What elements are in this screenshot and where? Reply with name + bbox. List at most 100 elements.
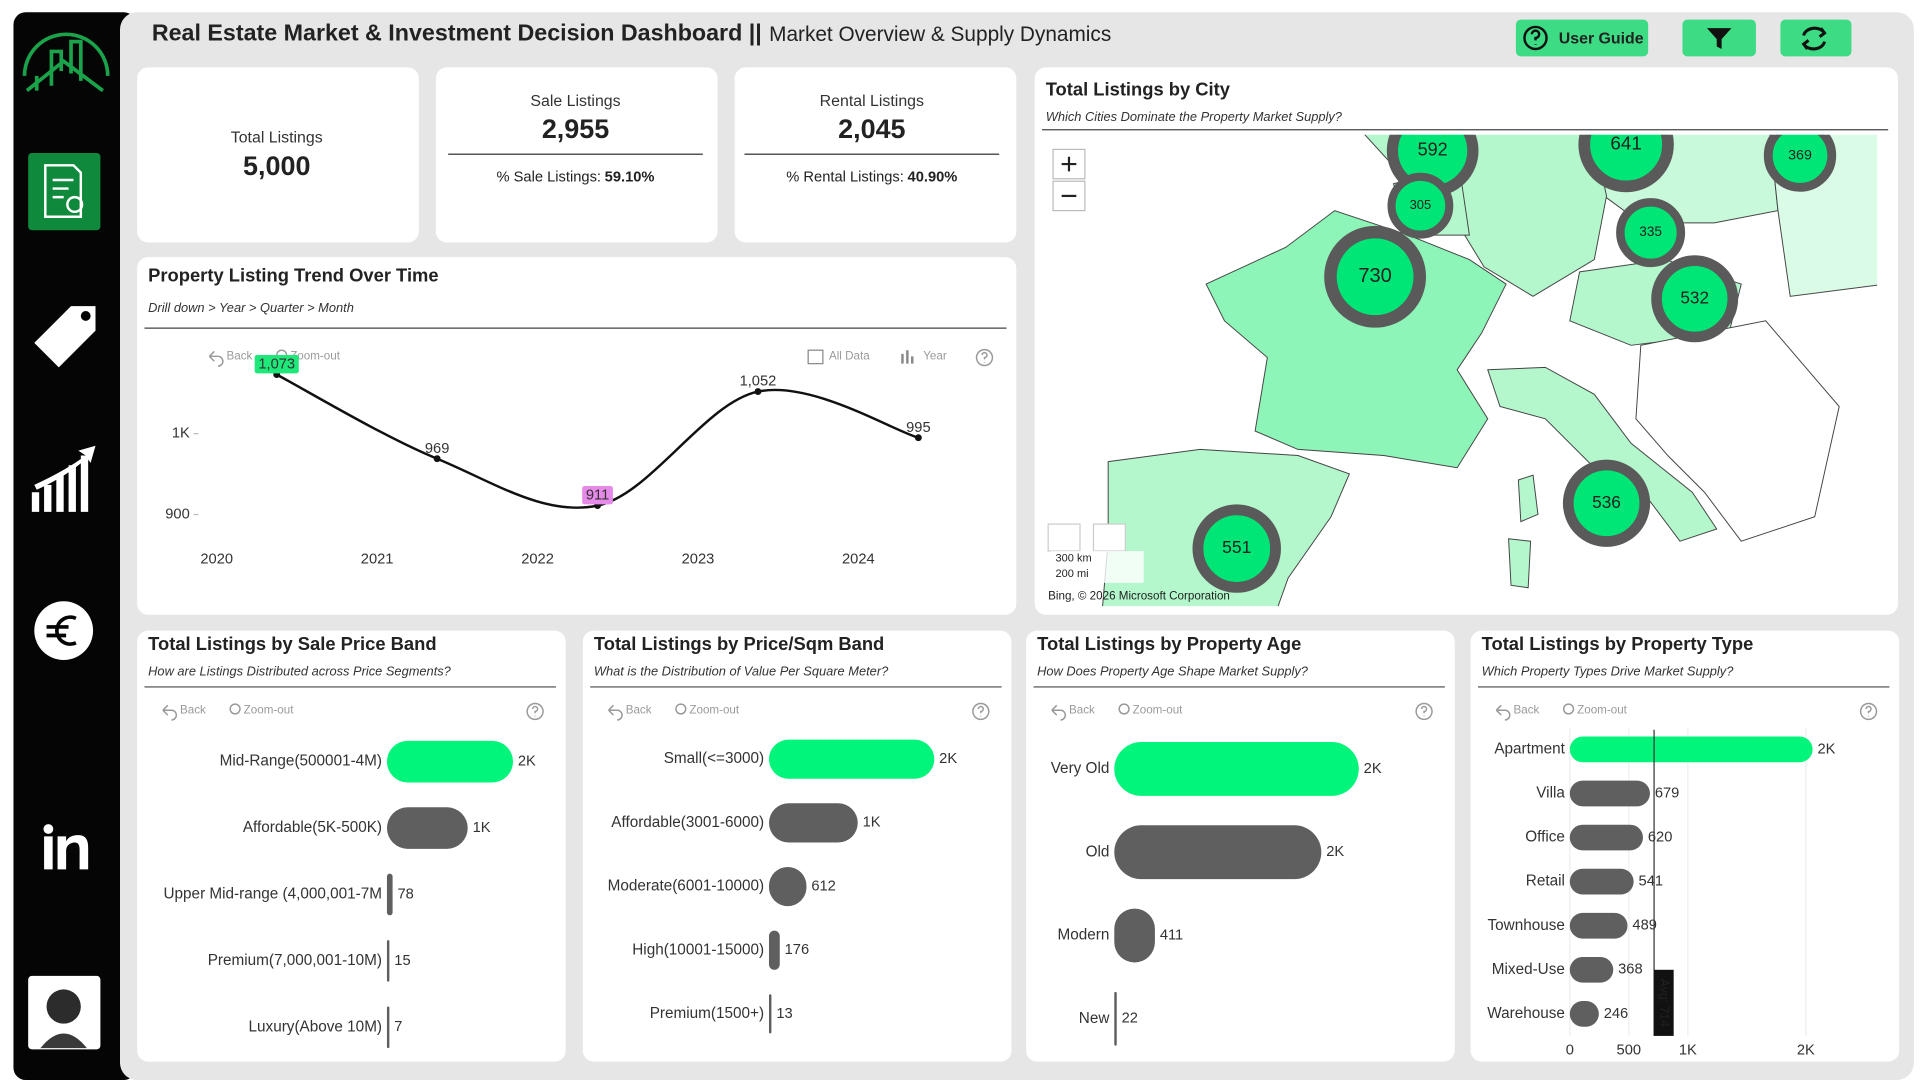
zoom-icon[interactable] <box>675 703 687 715</box>
bar[interactable] <box>386 873 393 916</box>
chart-type-icon[interactable] <box>901 350 914 364</box>
city-bubble[interactable] <box>1192 504 1281 593</box>
zoom-icon[interactable] <box>1562 703 1575 715</box>
nav-price-hole <box>80 311 91 321</box>
country-shape <box>1508 538 1532 589</box>
value-label: 2K <box>1364 761 1382 777</box>
map-control[interactable] <box>1047 523 1081 552</box>
bar[interactable] <box>768 866 807 907</box>
bar[interactable] <box>1114 825 1322 880</box>
user-guide-label: User Guide <box>1559 30 1644 47</box>
bar[interactable] <box>1114 908 1155 963</box>
logo-house <box>25 39 104 93</box>
trend-point <box>433 455 441 463</box>
chart-title: Total Listings by Property Age <box>1037 633 1301 654</box>
bar[interactable] <box>1569 780 1650 807</box>
chart-title: Property Listing Trend Over Time <box>148 265 438 286</box>
category-label: New <box>1079 1010 1111 1027</box>
chart-subtitle: How are Listings Distributed across Pric… <box>148 664 452 679</box>
help-circle <box>975 348 994 367</box>
bar[interactable] <box>1569 824 1643 851</box>
trend-point <box>914 434 922 442</box>
help-button[interactable] <box>526 702 544 721</box>
bar[interactable] <box>1569 1001 1599 1027</box>
kpi-value: 2,955 <box>542 114 609 144</box>
city-bubble[interactable] <box>1324 225 1427 328</box>
city-bubble-label: 592 <box>1418 139 1448 159</box>
city-bubble[interactable] <box>1578 103 1674 193</box>
help-button[interactable] <box>1415 702 1433 721</box>
refresh-icon <box>1801 26 1827 51</box>
nav-trend-icon[interactable] <box>31 445 96 512</box>
chart-subtitle: What is the Distribution of Value Per Sq… <box>594 664 889 679</box>
nav-price-icon[interactable] <box>34 306 96 368</box>
bar[interactable] <box>386 740 513 783</box>
bar[interactable] <box>386 940 390 982</box>
city-bubble-label: 641 <box>1610 132 1641 153</box>
city-bubble-label: 305 <box>1410 197 1432 212</box>
button-bg <box>1780 19 1852 57</box>
help-mark <box>977 705 984 717</box>
filter-button[interactable] <box>1682 19 1756 57</box>
bar[interactable] <box>768 994 772 1034</box>
bar[interactable] <box>1569 956 1614 983</box>
help-button[interactable] <box>975 348 994 367</box>
back-icon[interactable] <box>162 704 177 721</box>
bar[interactable] <box>1569 868 1634 895</box>
help-button[interactable] <box>1859 702 1878 721</box>
city-bubble[interactable] <box>1651 255 1739 343</box>
bar[interactable] <box>768 803 858 843</box>
bar[interactable] <box>1569 912 1628 939</box>
category-label: High(10001-15000) <box>632 941 764 958</box>
bar[interactable] <box>1569 736 1813 763</box>
refresh-button[interactable] <box>1780 19 1852 57</box>
bar[interactable] <box>768 930 780 970</box>
value-label: 7 <box>394 1019 402 1035</box>
kpi-percent-label: % Sale Listings: <box>497 169 602 185</box>
chart-title: Total Listings by Property Type <box>1482 633 1754 654</box>
map <box>1038 103 1878 607</box>
city-bubble[interactable] <box>1562 459 1651 547</box>
calendar-icon[interactable] <box>807 349 824 365</box>
x-tick-label: 0 <box>1566 1042 1574 1058</box>
linkedin-icon[interactable] <box>44 835 89 870</box>
bar[interactable] <box>1114 991 1117 1046</box>
bar[interactable] <box>386 807 468 849</box>
zoom-icon[interactable] <box>1118 703 1130 715</box>
category-label: Villa <box>1536 785 1565 802</box>
zoom-icon[interactable] <box>229 703 241 715</box>
nav-finance-symbol <box>46 615 77 646</box>
city-bubble[interactable] <box>1763 124 1837 192</box>
toolbar-back: Back <box>180 703 206 716</box>
value-label: 541 <box>1639 874 1664 890</box>
value-label: 679 <box>1655 785 1680 801</box>
value-label: 911 <box>586 488 609 504</box>
nav-overview-icon <box>44 164 83 218</box>
back-icon[interactable] <box>608 704 623 721</box>
back-icon[interactable] <box>1051 704 1066 721</box>
zoom-symbol <box>1061 156 1077 172</box>
user-guide-button[interactable] <box>1515 19 1649 57</box>
map-control[interactable] <box>1092 523 1126 552</box>
city-bubble[interactable] <box>1387 172 1454 239</box>
back-icon[interactable] <box>1495 704 1511 721</box>
bar[interactable] <box>1114 742 1359 796</box>
toolbar-back: Back <box>1513 703 1539 716</box>
back-icon[interactable] <box>208 350 224 367</box>
toolbar-zoom-out: Zoom-out <box>244 703 295 716</box>
nav-finance-icon[interactable] <box>34 601 94 660</box>
bar[interactable] <box>768 739 935 779</box>
category-label: Luxury(Above 10M) <box>249 1018 382 1035</box>
kpi-percent-value: 40.90% <box>908 169 958 185</box>
city-bubble[interactable] <box>1616 198 1686 268</box>
x-tick-label: 500 <box>1617 1042 1642 1058</box>
help-circle <box>1415 702 1433 721</box>
city-bubble-label: 532 <box>1680 287 1709 307</box>
help-button[interactable] <box>972 702 990 721</box>
value-label: 22 <box>1122 1011 1138 1027</box>
category-label: Premium(1500+) <box>650 1005 764 1022</box>
country-shape <box>1487 366 1718 542</box>
chart-title: Total Listings by Price/Sqm Band <box>594 633 884 654</box>
bar[interactable] <box>386 1006 390 1049</box>
